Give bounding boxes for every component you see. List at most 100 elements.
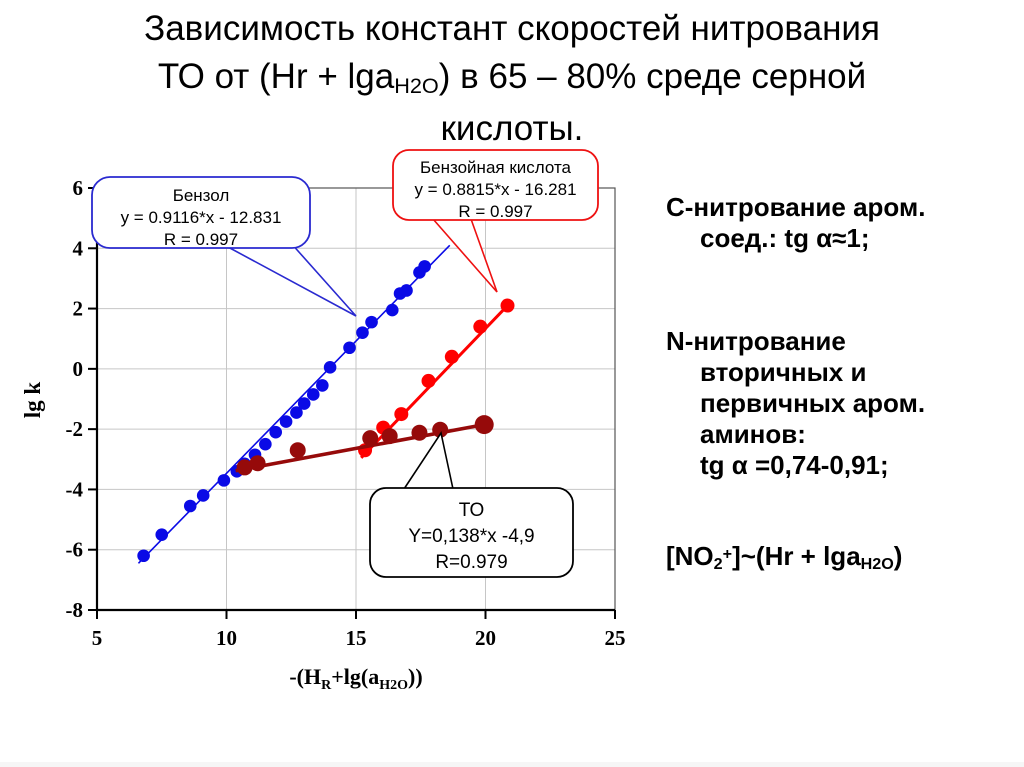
y-tick-label: 0 — [73, 357, 84, 381]
data-point — [183, 499, 197, 513]
note-line: аминов: — [666, 419, 1018, 450]
note-line: вторичных и — [666, 357, 1018, 388]
data-point — [297, 397, 311, 410]
text-segment: аминов: — [700, 419, 806, 449]
data-point — [418, 260, 431, 273]
superscript-text: + — [722, 544, 733, 563]
subscript-text: H2O — [860, 554, 894, 573]
y-tick-label: -6 — [66, 538, 84, 562]
callout-box — [369, 487, 574, 578]
note-block: [NO2+]~(Hr + lgaH2O) — [666, 541, 1018, 576]
chart-content: 5 10 15 20 256420-2-4-6-8-(HR+lg(aH2O))Бензо… — [66, 149, 626, 693]
series-to — [235, 415, 494, 476]
data-point — [362, 430, 379, 447]
callout-box — [91, 176, 311, 249]
data-point — [500, 298, 515, 313]
callout-to: ТО Y=0,138*x -4,9 R=0.979 — [369, 430, 574, 578]
data-point — [249, 455, 266, 472]
callout-text-line: Бензол — [173, 186, 230, 205]
title-line: кислоты. — [12, 105, 1012, 153]
x-tick-label: 20 — [475, 626, 496, 650]
text-segment: tg α =0,74-0,91; — [700, 450, 889, 480]
text-segment: Зависимость констант скоростей нитровани… — [144, 9, 880, 48]
text-segment: [NO — [666, 541, 714, 571]
callout-text-line: Бензойная кислота — [420, 158, 572, 177]
data-point — [381, 428, 398, 445]
data-point — [356, 326, 369, 339]
note-line: [NO2+]~(Hr + lgaH2O) — [666, 541, 1018, 576]
callout-text-line: R = 0.997 — [458, 202, 532, 221]
data-point — [394, 407, 409, 422]
text-segment: N-нитрование — [666, 326, 846, 356]
callout-pointer-fill — [228, 242, 356, 316]
data-point — [316, 379, 329, 392]
note-line: N-нитрование — [666, 326, 1018, 357]
callout-text-line: y = 0.9116*x - 12.831 — [121, 208, 282, 227]
axis-ticks — [88, 187, 616, 619]
y-tick-label: -8 — [66, 598, 84, 622]
subscript-text: 2 — [713, 554, 723, 573]
data-point — [236, 459, 253, 476]
data-point — [137, 549, 150, 563]
data-point — [421, 373, 436, 388]
slide-bottom-edge — [0, 762, 1024, 767]
data-point — [289, 442, 306, 459]
data-point — [365, 315, 378, 329]
text-segment: С-нитрование аром. — [666, 192, 926, 222]
text-segment: первичных аром. — [700, 388, 926, 418]
data-point — [279, 415, 293, 428]
subscript-text: H2O — [394, 72, 439, 98]
slide-title: Зависимость констант скоростей нитровани… — [12, 5, 1012, 153]
data-point — [155, 528, 169, 541]
title-line: ТО от (Hr + lgaH2O) в 65 – 80% среде сер… — [12, 53, 1012, 105]
x-axis-title: -(HR+lg(aH2O)) — [289, 664, 422, 693]
text-segment: ]~(Hr + lga — [732, 541, 861, 571]
data-point — [196, 489, 210, 502]
title-line: Зависимость констант скоростей нитровани… — [12, 5, 1012, 53]
data-point — [474, 415, 494, 435]
note-block: N-нитрование вторичных и первичных аром. ам… — [666, 326, 1018, 481]
callout-pointer-outline — [227, 241, 357, 317]
x-tick-label: 5 — [92, 626, 103, 650]
text-segment: кислоты. — [440, 109, 584, 148]
data-point — [444, 349, 459, 364]
x-tick-label: 25 — [605, 626, 626, 650]
y-tick-label: 6 — [73, 176, 84, 200]
notes-panel: С-нитрование аром. соед.: tg α≈1; N-нитров… — [666, 192, 1018, 576]
callout-benzoic-acid: Бензойная кислота y = 0.8815*x - 16.281 R … — [392, 149, 599, 293]
callout-text-line: R = 0.997 — [164, 230, 238, 249]
callout-pointer-outline — [432, 218, 498, 293]
note-block: С-нитрование аром. соед.: tg α≈1; — [666, 192, 1018, 254]
note-line: первичных аром. — [666, 388, 1018, 419]
text-segment: соед.: tg α≈1; — [700, 223, 870, 253]
callout-text-line: y = 0.8815*x - 16.281 — [414, 180, 576, 199]
note-line: tg α =0,74-0,91; — [666, 450, 1018, 481]
note-line: соед.: tg α≈1; — [666, 223, 1018, 254]
data-point — [473, 319, 488, 334]
data-point — [217, 474, 231, 487]
text-segment: ) в 65 – 80% среде серной — [438, 57, 867, 96]
data-point — [259, 437, 272, 451]
note-line: С-нитрование аром. — [666, 192, 1018, 223]
data-point — [323, 361, 337, 374]
data-point — [306, 388, 320, 401]
y-tick-label: -2 — [66, 417, 84, 441]
callout-pointer-fill — [404, 433, 453, 489]
callout-text-line: R=0.979 — [435, 552, 507, 573]
text-segment: ТО от (Hr + lga — [157, 57, 395, 96]
y-tick-label: 4 — [73, 236, 84, 260]
y-axis-title: lg k — [20, 382, 45, 419]
data-point — [400, 284, 413, 297]
text-segment: вторичных и — [700, 357, 867, 387]
y-tick-label: -4 — [66, 477, 84, 501]
x-tick-label: 10 — [216, 626, 237, 650]
callout-text-line: Y=0,138*x -4,9 — [408, 526, 534, 547]
x-tick-label: 15 — [346, 626, 367, 650]
data-point — [343, 341, 356, 355]
data-point — [411, 424, 428, 441]
callout-pointer-outline — [403, 430, 454, 490]
data-point — [432, 421, 449, 438]
data-point — [385, 303, 399, 317]
